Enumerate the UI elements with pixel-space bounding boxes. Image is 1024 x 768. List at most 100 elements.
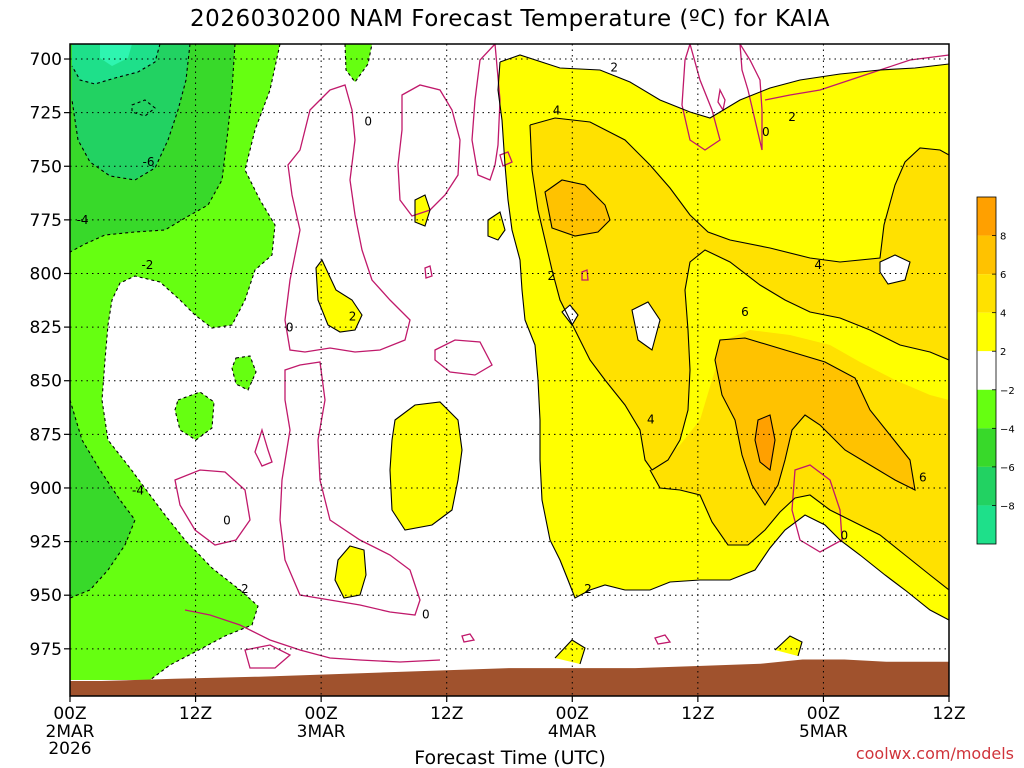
field-minus-4-left	[70, 400, 135, 598]
colorbar-swatch	[977, 389, 996, 429]
zero-line	[581, 269, 589, 281]
field-hole	[880, 255, 910, 284]
zero-line	[681, 44, 721, 151]
zero-line	[424, 265, 433, 279]
field-minus-2-island	[345, 44, 372, 82]
y-tick-label: 950	[30, 586, 62, 606]
field-minus-2-island	[232, 356, 256, 390]
contour-line	[414, 194, 431, 227]
contour-line	[754, 414, 776, 472]
contour-line	[554, 639, 586, 665]
x-date-label: 5MAR	[799, 722, 848, 742]
y-tick-label: 975	[30, 640, 62, 660]
zero-line	[279, 361, 421, 616]
colorbar-label: −6	[1000, 463, 1015, 474]
colorbar-label: 8	[1000, 232, 1006, 243]
contour-line	[774, 635, 803, 657]
y-tick-label: 825	[30, 318, 62, 338]
zero-line	[471, 44, 501, 181]
zero-line	[434, 339, 493, 376]
y-tick-label: 875	[30, 425, 62, 445]
contour-line	[70, 399, 136, 599]
contour-line	[71, 44, 161, 85]
contour-label: 0	[762, 125, 770, 139]
contour-line	[389, 401, 463, 531]
contour-label: 0	[223, 513, 231, 527]
contour-label: 2	[548, 269, 556, 283]
negative-contours	[70, 44, 373, 681]
contour-line	[561, 304, 579, 326]
contour-line	[315, 258, 363, 333]
contour-line	[487, 211, 506, 241]
contour-label: 2	[584, 582, 592, 596]
x-date-label: 2026	[48, 739, 91, 759]
colorbar-swatch	[977, 274, 996, 313]
zero-line	[739, 44, 763, 151]
field-plus-2-blob	[415, 195, 430, 226]
field-minus-2-island	[175, 392, 214, 440]
contour-label: 0	[841, 528, 849, 542]
contour-label: 4	[553, 104, 561, 118]
y-tick-label: 775	[30, 211, 62, 231]
zero-line	[174, 469, 251, 546]
x-tick-label: 00Z	[807, 704, 840, 724]
contour-line	[631, 301, 661, 351]
contour-line	[70, 44, 236, 253]
contour-label: 4	[814, 258, 822, 272]
colorbar: 8 6 4 2 −2 −4 −6 −8	[976, 196, 1015, 545]
y-tick-label: 800	[30, 264, 62, 284]
colorbar-swatch	[977, 428, 996, 467]
contour-line	[879, 254, 911, 285]
contour-label: 4	[647, 412, 655, 426]
zero-line	[397, 84, 461, 217]
contour-label: 0	[422, 608, 430, 622]
colorbar-label: −8	[1000, 501, 1015, 512]
contour-line	[131, 99, 156, 117]
field-plus-2-blob	[316, 260, 362, 332]
y-tick-label: 900	[30, 479, 62, 499]
contour-line	[714, 337, 916, 507]
grid-lines	[70, 44, 949, 696]
contour-label: 2	[610, 61, 618, 75]
colorbar-swatch	[977, 351, 996, 390]
plot-frame	[69, 43, 950, 697]
field-plus-4	[530, 118, 949, 470]
zero-line	[184, 609, 441, 663]
x-axis-label: Forecast Time (UTC)	[414, 747, 605, 768]
credit-link[interactable]: coolwx.com/models	[856, 744, 1014, 763]
zero-line	[254, 427, 273, 467]
field-plus-8	[755, 415, 775, 470]
field-plus-2-blob	[775, 636, 802, 656]
colorbar-label: 4	[1000, 309, 1006, 320]
x-date-label: 4MAR	[548, 722, 597, 742]
contour-label: 0	[286, 320, 294, 334]
contour-label: 2	[349, 310, 357, 324]
field-plus-2-blob	[335, 546, 366, 598]
contour-label: 2	[788, 110, 796, 124]
zero-line	[284, 84, 411, 353]
contour-label: 6	[741, 305, 749, 319]
colorbar-label: −2	[1000, 386, 1015, 397]
contour-label: -2	[237, 582, 249, 596]
contour-label: -4	[77, 213, 89, 227]
y-tick-label: 850	[30, 372, 62, 392]
colorbar-swatch	[977, 235, 996, 275]
zero-line	[764, 54, 949, 101]
contour-fields	[70, 44, 949, 696]
contour-line	[497, 61, 949, 621]
x-tick-label: 12Z	[179, 704, 212, 724]
contour-line	[499, 54, 949, 119]
colorbar-swatch	[977, 312, 996, 352]
zero-line	[654, 634, 672, 645]
contour-line	[649, 469, 949, 591]
contour-line	[529, 124, 949, 471]
colorbar-swatch	[977, 505, 996, 544]
field-plus-2-blob	[488, 212, 505, 240]
field-plus-2-blob	[555, 640, 585, 664]
contour-line	[101, 44, 281, 681]
zero-line	[791, 464, 843, 553]
colorbar-swatch	[977, 197, 996, 236]
contour-label: -4	[132, 483, 144, 497]
